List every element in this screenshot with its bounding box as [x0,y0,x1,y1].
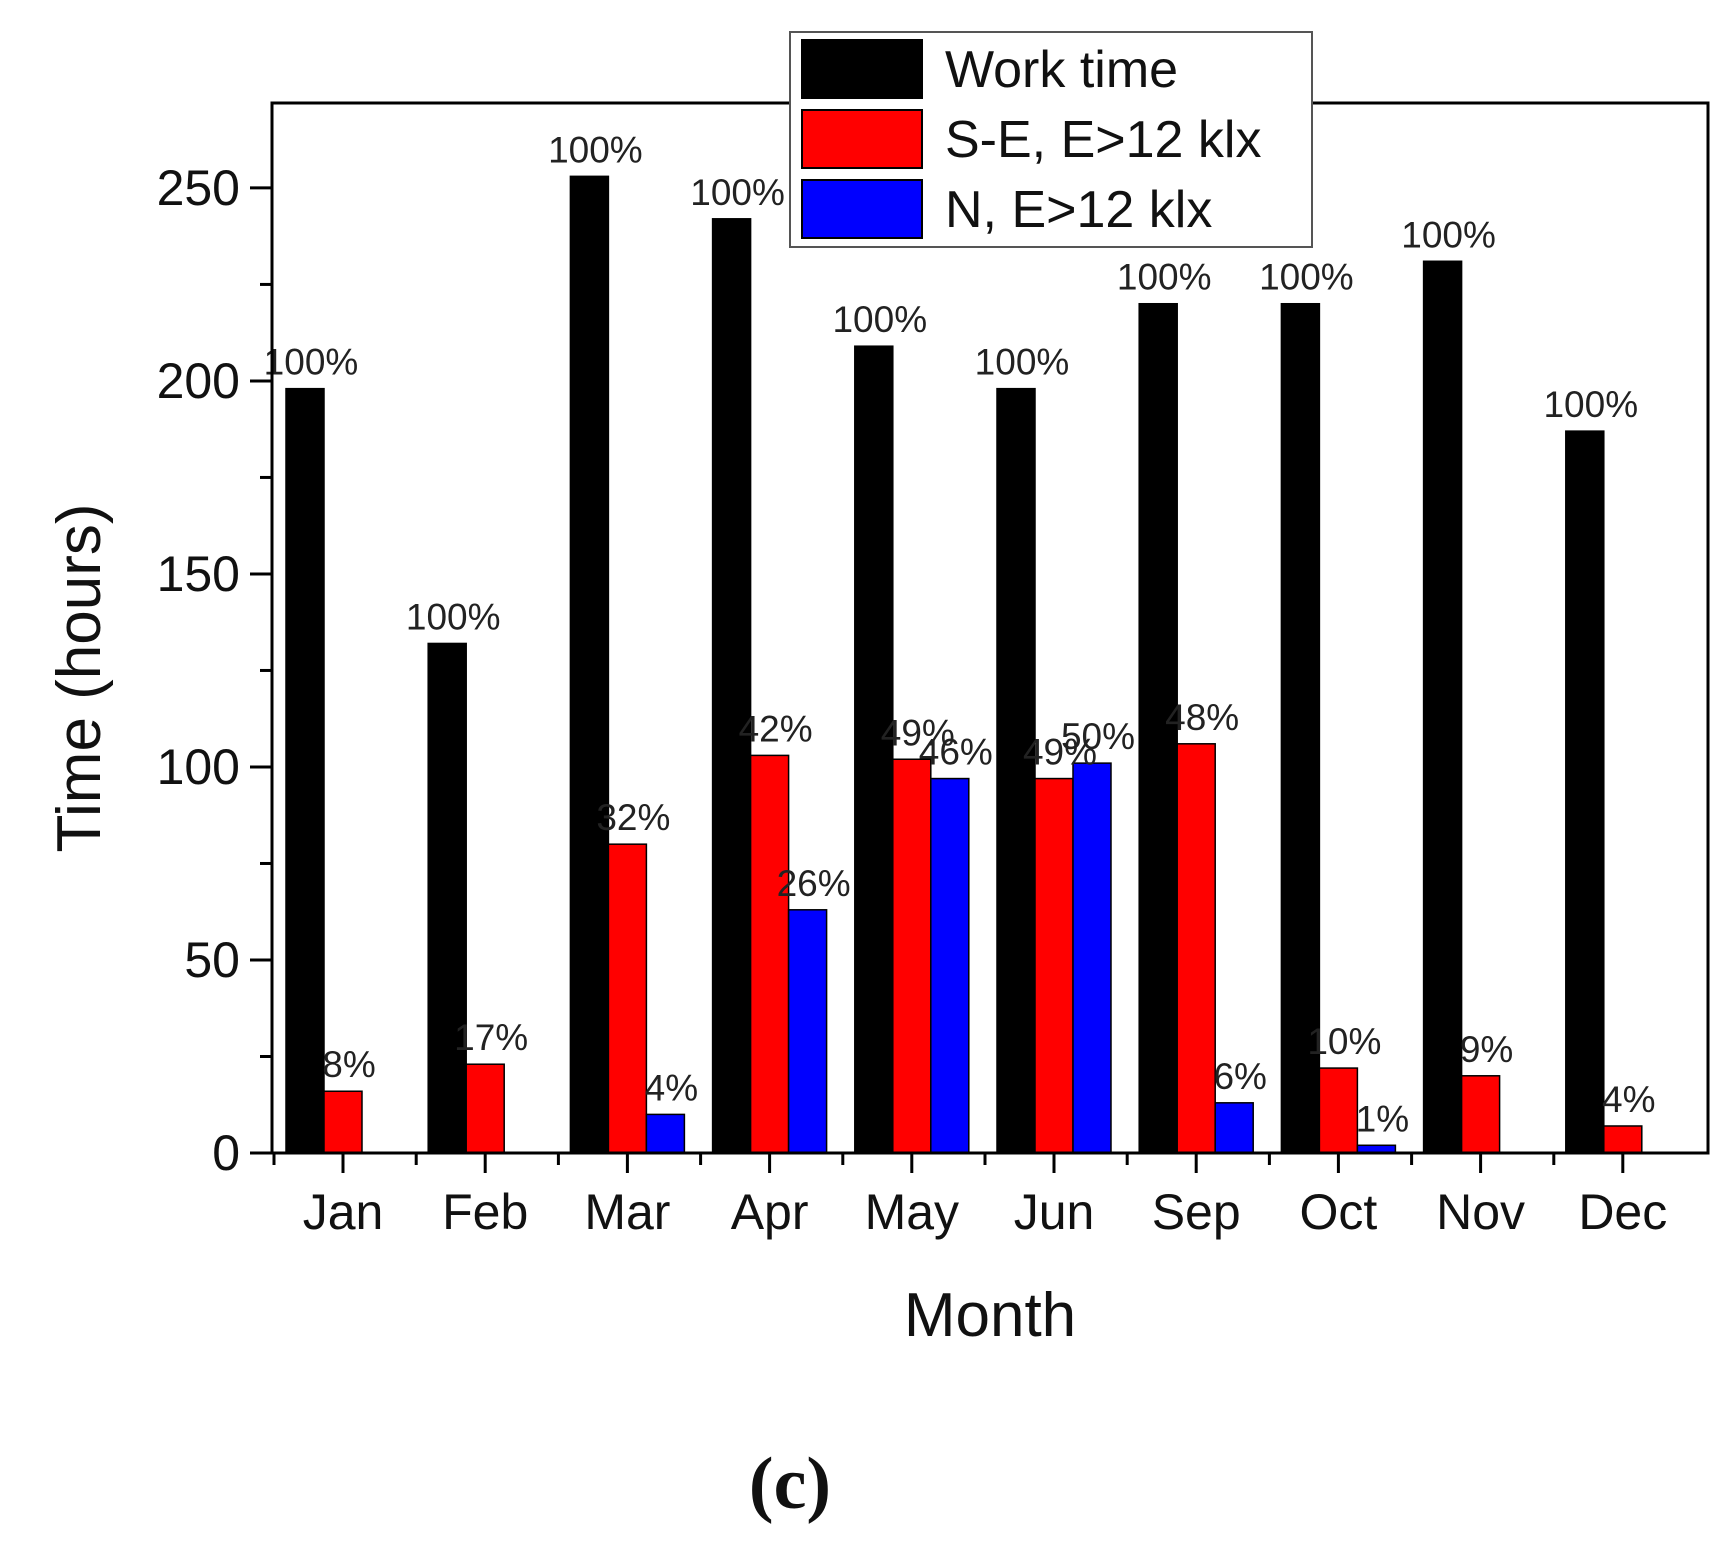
bar-mar-series-2 [607,843,648,1154]
y-tick-label: 250 [157,160,240,216]
y-axis-title: Time (hours) [45,503,114,852]
data-label-may-series-2: 49% [881,712,955,753]
bar-oct-series-1 [1280,302,1321,1154]
x-tick-label-apr: Apr [731,1184,809,1240]
y-tick-label: 0 [212,1125,240,1181]
data-label-jun-series-3: 50% [1061,716,1135,757]
x-tick-label-mar: Mar [584,1184,670,1240]
data-label-jan-series-1: 100% [264,342,359,383]
legend-label-series-3: N, E>12 klx [945,181,1212,239]
bar-jun-series-3 [1072,762,1112,1154]
data-label-jun-series-2: 49% [1023,732,1097,773]
bar-oct-series-2 [1318,1067,1359,1154]
data-labels-layer: 100%8%100%17%100%32%4%100%42%26%100%49%4… [264,129,1656,1139]
data-label-may-series-1: 100% [832,299,927,340]
bar-sep-series-1 [1138,302,1178,1154]
data-label-mar-series-3: 4% [645,1067,698,1108]
data-label-oct-series-1: 100% [1259,257,1354,298]
y-tick-label: 200 [157,353,240,409]
bar-jan-series-1 [285,387,325,1154]
data-label-apr-series-3: 26% [777,863,851,904]
x-tick-label-dec: Dec [1578,1184,1667,1240]
legend: Work time S-E, E>12 klx N, E>12 klx [789,31,1313,248]
data-label-jan-series-2: 8% [322,1044,375,1085]
data-label-feb-series-1: 100% [406,596,501,637]
data-label-sep-series-3: 6% [1213,1056,1266,1097]
y-tick-label: 50 [184,932,240,988]
legend-swatch-series-1 [801,39,923,99]
bar-sep-series-3 [1214,1102,1254,1154]
bar-dec-series-1 [1565,430,1605,1154]
x-tick-label-jan: Jan [303,1184,384,1240]
data-label-nov-series-2: 9% [1460,1029,1513,1070]
bar-jan-series-2 [323,1090,363,1154]
x-tick-label-nov: Nov [1436,1184,1525,1240]
bar-may-series-1 [854,345,894,1154]
bar-mar-series-3 [645,1113,686,1154]
data-label-oct-series-3: 1% [1356,1098,1409,1139]
bar-feb-series-2 [465,1063,505,1154]
data-label-apr-series-2: 42% [739,708,813,749]
data-label-sep-series-2: 48% [1165,697,1239,738]
x-tick-label-sep: Sep [1152,1184,1241,1240]
y-tick-label: 100 [157,739,240,795]
data-label-oct-series-2: 10% [1307,1021,1381,1062]
panel-label: (c) [749,1443,831,1525]
data-label-nov-series-1: 100% [1401,214,1496,255]
bar-apr-series-2 [749,754,790,1154]
bar-sep-series-2 [1176,743,1216,1154]
bar-apr-series-3 [787,909,828,1154]
data-label-feb-series-2: 17% [454,1017,528,1058]
bar-apr-series-1 [711,218,752,1154]
bar-feb-series-1 [427,642,467,1154]
axes-layer: 0 50 100 150 200 250 Jan Feb Mar Apr May Jun Sep Oct N… [157,101,1710,1240]
y-tick-label: 150 [157,546,240,602]
data-label-may-series-3: 46% [919,732,993,773]
bar-mar-series-1 [569,175,610,1154]
data-label-dec-series-1: 100% [1543,384,1638,425]
data-label-mar-series-1: 100% [548,129,643,170]
legend-label-series-1: Work time [945,41,1178,99]
bar-jun-series-2 [1034,777,1074,1154]
bars-layer [285,175,1643,1154]
bar-nov-series-2 [1460,1075,1501,1154]
bar-jun-series-1 [996,387,1036,1154]
legend-swatch-series-3 [801,179,923,239]
data-label-sep-series-1: 100% [1117,257,1212,298]
legend-label-series-2: S-E, E>12 klx [945,111,1261,169]
data-label-mar-series-2: 32% [596,797,670,838]
legend-swatch-series-2 [801,109,923,169]
bar-dec-series-2 [1603,1125,1643,1154]
data-label-dec-series-2: 4% [1602,1079,1655,1120]
bar-may-series-3 [930,777,970,1154]
bar-may-series-2 [892,758,932,1154]
bar-nov-series-1 [1422,260,1463,1154]
x-tick-label-oct: Oct [1300,1184,1378,1240]
x-tick-label-feb: Feb [442,1184,528,1240]
x-tick-label-may: May [865,1184,959,1240]
data-label-apr-series-1: 100% [690,172,785,213]
x-tick-label-jun: Jun [1014,1184,1095,1240]
x-axis-title: Month [904,1281,1076,1350]
data-label-jun-series-1: 100% [975,342,1070,383]
